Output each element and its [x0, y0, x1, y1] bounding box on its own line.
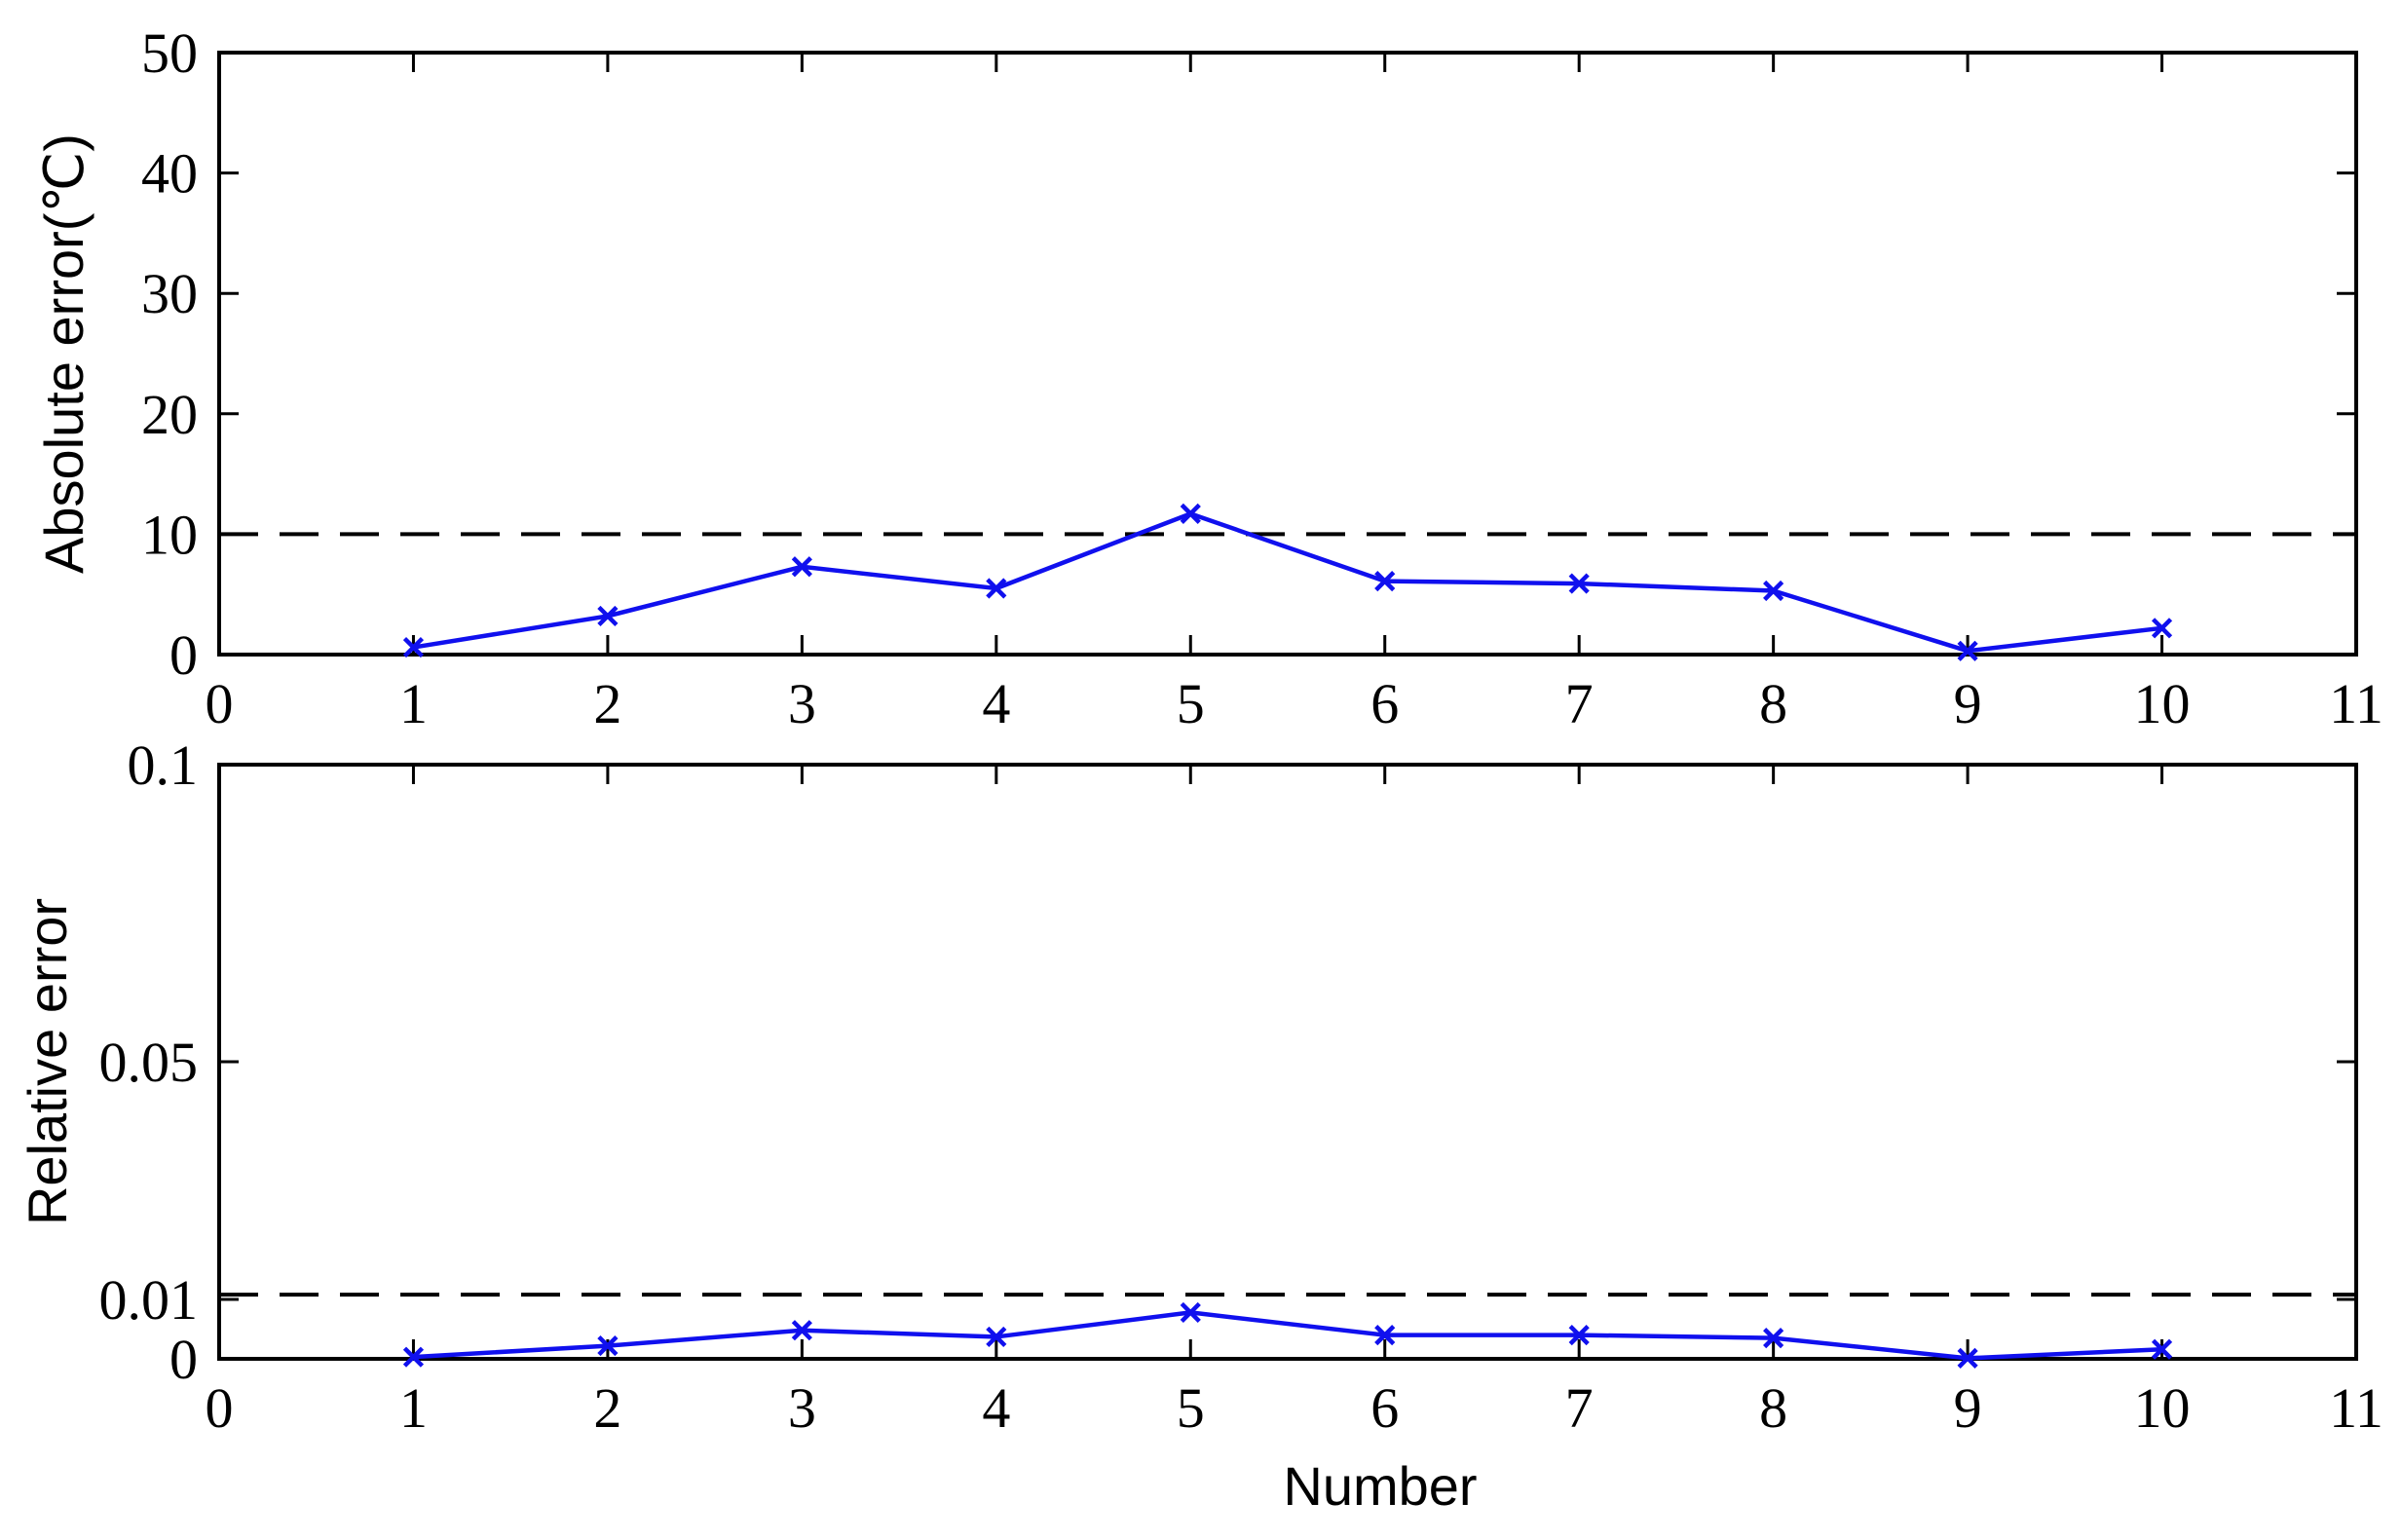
marker-stroke — [1180, 1301, 1201, 1324]
marker-stroke — [1568, 1325, 1590, 1346]
marker-stroke — [1763, 1328, 1784, 1349]
marker-stroke — [1568, 573, 1590, 594]
data-point-marker — [1180, 503, 1201, 524]
data-point-marker — [402, 636, 425, 658]
x-tick-label: 11 — [2329, 672, 2383, 735]
x-tick-label: 2 — [593, 672, 621, 735]
data-point-marker — [1763, 1328, 1784, 1349]
y-tick-label: 10 — [141, 503, 198, 566]
relative-error-panel: 0 1 2 3 4 5 6 7 8 9 10 11 00.01 0.05 0.1 Relative error… — [17, 733, 2383, 1517]
x-tick-label: 5 — [1177, 1376, 1205, 1440]
marker-stroke — [986, 1326, 1007, 1348]
x-tick-label: 7 — [1565, 1376, 1594, 1440]
marker-stroke — [1957, 1347, 1978, 1369]
y-axis-label: Relative error — [17, 898, 78, 1225]
y-tick-label: 0 — [169, 1328, 198, 1391]
y-tick-label: 20 — [141, 383, 198, 446]
data-point-marker — [986, 1326, 1007, 1348]
data-point-marker — [2151, 1338, 2173, 1360]
plot-frame — [217, 51, 2358, 657]
marker-stroke — [2151, 1338, 2173, 1360]
marker-stroke — [986, 578, 1007, 599]
x-tick-label: 1 — [399, 672, 428, 735]
data-point-marker — [1957, 640, 1978, 661]
marker-stroke — [597, 605, 619, 627]
x-tick-label: 10 — [2134, 672, 2191, 735]
data-point-marker — [1568, 1325, 1590, 1346]
x-tick-label: 1 — [399, 1376, 428, 1440]
data-point-marker — [1374, 571, 1396, 592]
plot-frame — [217, 763, 2358, 1361]
data-point-marker — [1957, 1347, 1978, 1369]
y-tick-label: 0 — [169, 623, 198, 687]
data-point-marker — [402, 1346, 425, 1368]
series-line — [413, 510, 2162, 654]
marker-stroke — [791, 556, 812, 578]
marker-stroke — [1763, 580, 1784, 602]
absolute-error-panel: 0 1 2 3 4 5 6 7 8 9 10 11 0 10 20 30 40 50 Absolute error(… — [33, 21, 2383, 735]
data-point-marker — [1374, 1325, 1396, 1346]
marker-stroke — [791, 1320, 812, 1341]
x-tick-label: 7 — [1565, 672, 1594, 735]
marker-stroke — [1374, 571, 1396, 592]
x-tick-label: 6 — [1370, 1376, 1399, 1440]
x-tick-label: 10 — [2134, 1376, 2191, 1440]
marker-stroke — [597, 1334, 619, 1357]
data-point-marker — [1763, 580, 1784, 602]
x-tick-label: 4 — [982, 1376, 1010, 1440]
x-tick-label: 2 — [593, 1376, 621, 1440]
y-tick-label: 40 — [141, 142, 198, 206]
x-tick-label: 0 — [206, 672, 234, 735]
y-tick-label: 50 — [141, 21, 198, 85]
marker-stroke — [1374, 1325, 1396, 1346]
y-tick-label: 30 — [141, 262, 198, 325]
data-point-marker — [791, 556, 812, 578]
x-tick-label: 8 — [1759, 1376, 1787, 1440]
data-point-marker — [791, 1320, 812, 1341]
data-point-marker — [597, 605, 619, 627]
series-line — [413, 1310, 2162, 1361]
data-point-marker — [597, 1334, 619, 1357]
x-tick-label: 9 — [1954, 1376, 1982, 1440]
y-axis-label: Absolute error(℃) — [33, 133, 94, 574]
marker-stroke — [402, 636, 425, 658]
marker-stroke — [1957, 640, 1978, 661]
data-point-marker — [1180, 1301, 1201, 1324]
x-tick-label: 6 — [1370, 672, 1399, 735]
marker-stroke — [2151, 618, 2173, 639]
x-tick-label: 9 — [1954, 672, 1982, 735]
data-point-marker — [1568, 573, 1590, 594]
x-axis-label: Number — [1283, 1455, 1477, 1517]
x-tick-label: 0 — [206, 1376, 234, 1440]
x-tick-label: 11 — [2329, 1376, 2383, 1440]
x-tick-label: 3 — [788, 672, 816, 735]
data-point-marker — [2151, 618, 2173, 639]
x-tick-label: 4 — [982, 672, 1010, 735]
marker-stroke — [402, 1346, 425, 1368]
x-tick-label: 5 — [1177, 672, 1205, 735]
data-point-marker — [986, 578, 1007, 599]
marker-stroke — [1180, 503, 1201, 524]
x-tick-label: 3 — [788, 1376, 816, 1440]
y-tick-label: 0.01 — [99, 1268, 199, 1332]
x-tick-label: 8 — [1759, 672, 1787, 735]
y-tick-label: 0.05 — [99, 1031, 199, 1094]
y-tick-label: 0.1 — [128, 733, 199, 797]
